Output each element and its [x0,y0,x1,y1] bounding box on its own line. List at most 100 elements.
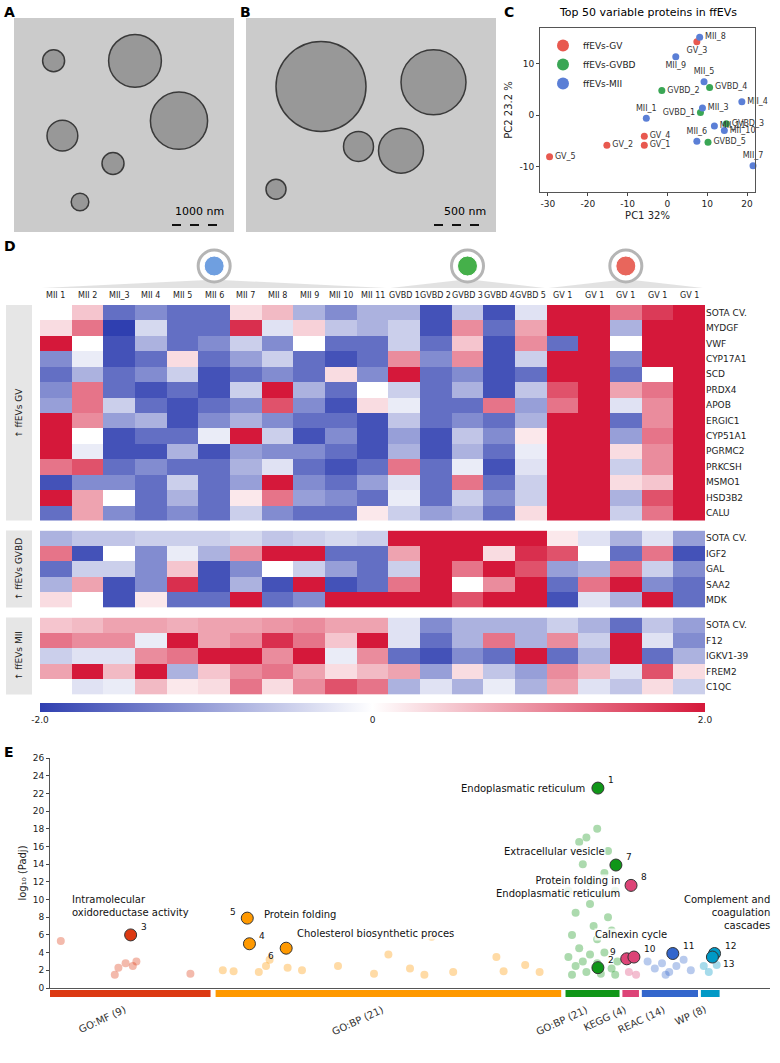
svg-text:MYDGF: MYDGF [706,323,738,333]
svg-text:A: A [4,4,15,20]
svg-text:WP (8): WP (8) [673,1003,708,1027]
svg-text:GO:MF (9): GO:MF (9) [77,1004,128,1035]
svg-text:MII 11: MII 11 [361,291,385,300]
svg-text:2: 2 [38,965,44,975]
svg-text:MII_11: MII_11 [720,121,746,130]
svg-text:GVBD 4: GVBD 4 [484,291,515,300]
svg-text:10: 10 [644,944,656,954]
svg-text:13: 13 [723,959,734,969]
svg-text:Extracellular vesicle: Extracellular vesicle [504,846,605,857]
svg-text:GV_1: GV_1 [650,140,671,149]
svg-text:↑ ffEVs GV: ↑ ffEVs GV [14,388,24,438]
svg-text:MII_7: MII_7 [743,151,764,160]
svg-text:GVBD_2: GVBD_2 [667,86,699,95]
svg-text:C1QC: C1QC [706,682,731,692]
svg-text:4: 4 [259,931,265,941]
svg-text:MII 10: MII 10 [329,291,353,300]
svg-text:↑ ffEVs MII: ↑ ffEVs MII [14,631,24,680]
svg-text:9: 9 [610,947,616,957]
svg-text:1000 nm: 1000 nm [175,205,224,218]
svg-text:GVBD_3: GVBD_3 [732,119,764,128]
svg-text:SOTA CV.: SOTA CV. [706,533,747,543]
svg-text:MII 9: MII 9 [300,291,319,300]
svg-text:SAA2: SAA2 [706,580,730,590]
svg-text:6: 6 [268,951,274,961]
svg-text:0: 0 [38,983,44,993]
svg-text:GV 1: GV 1 [553,291,572,300]
svg-text:GV_5: GV_5 [555,152,576,161]
svg-text:0: 0 [528,110,534,120]
svg-text:20: 20 [33,806,45,816]
svg-text:MSMO1: MSMO1 [706,477,740,487]
svg-text:12: 12 [33,877,44,887]
svg-text:10: 10 [33,895,45,905]
svg-text:log₁₀ (Padj): log₁₀ (Padj) [17,845,28,900]
svg-text:12: 12 [725,941,736,951]
svg-text:GV 1: GV 1 [680,291,699,300]
svg-text:-2.0: -2.0 [31,715,49,725]
svg-text:2: 2 [608,955,614,965]
svg-text:GV_3: GV_3 [686,46,707,55]
svg-text:GVBD 1: GVBD 1 [389,291,420,300]
svg-text:GV_2: GV_2 [612,140,633,149]
svg-text:GV_4: GV_4 [650,131,671,140]
svg-text:F12: F12 [706,636,723,646]
svg-text:-10: -10 [620,199,635,209]
svg-text:ffEVs-GV: ffEVs-GV [583,41,623,51]
svg-text:0: 0 [665,199,671,209]
svg-text:ERGIC1: ERGIC1 [706,416,740,426]
svg-text:ffEVs-GVBD: ffEVs-GVBD [583,60,636,70]
svg-text:0: 0 [370,715,376,725]
svg-text:E: E [4,744,14,760]
svg-text:GAL: GAL [706,564,724,574]
svg-text:Protein folding: Protein folding [264,909,336,920]
svg-text:Cholesterol biosynthetic proce: Cholesterol biosynthetic proces [297,928,454,939]
svg-text:CALU: CALU [706,508,730,518]
svg-text:REAC (14): REAC (14) [616,1004,667,1035]
svg-text:10: 10 [701,199,713,209]
svg-text:C: C [504,4,514,20]
svg-text:FREM2: FREM2 [706,667,737,677]
svg-text:MII 5: MII 5 [173,291,192,300]
svg-text:CYP51A1: CYP51A1 [706,431,746,441]
svg-text:GO:BP (21): GO:BP (21) [330,1004,385,1037]
svg-text:PRKCSH: PRKCSH [706,462,742,472]
svg-text:ffEVs-MII: ffEVs-MII [583,79,622,89]
svg-text:PC2 23.2 %: PC2 23.2 % [503,81,514,139]
svg-text:MII_8: MII_8 [705,32,726,41]
svg-text:MII 1: MII 1 [46,291,65,300]
svg-text:MII_4: MII_4 [747,97,768,106]
svg-text:GVBD_4: GVBD_4 [715,82,747,91]
svg-text:GO:BP (21): GO:BP (21) [534,1004,589,1037]
svg-text:24: 24 [33,771,45,781]
svg-text:2.0: 2.0 [698,715,713,725]
svg-text:MII_9: MII_9 [665,61,686,70]
svg-text:PC1 32%: PC1 32% [625,210,670,221]
svg-text:GVBD 5: GVBD 5 [515,291,546,300]
svg-text:APOB: APOB [706,400,731,410]
svg-text:SOTA CV.: SOTA CV. [706,620,747,630]
svg-text:Intramolecularoxidoreductase a: Intramolecularoxidoreductase activity [72,894,189,918]
svg-text:PRDX4: PRDX4 [706,385,737,395]
svg-text:22: 22 [33,789,44,799]
svg-text:↑ ffEVs GVBD: ↑ ffEVs GVBD [14,538,24,600]
svg-text:11: 11 [683,941,694,951]
svg-text:26: 26 [33,753,45,763]
svg-text:CYP17A1: CYP17A1 [706,354,746,364]
svg-text:8: 8 [38,912,44,922]
svg-text:MII 4: MII 4 [141,291,160,300]
svg-text:B: B [240,4,251,20]
svg-text:MII_10: MII_10 [730,126,756,135]
svg-text:GVBD 2: GVBD 2 [420,291,451,300]
svg-text:HSD3B2: HSD3B2 [706,493,743,503]
svg-text:D: D [4,238,16,254]
svg-text:Endoplasmatic reticulum: Endoplasmatic reticulum [461,783,585,794]
svg-text:MII 7: MII 7 [236,291,255,300]
svg-text:20: 20 [741,199,753,209]
svg-text:MII_1: MII_1 [636,104,657,113]
svg-text:VWF: VWF [706,339,726,349]
svg-text:IGF2: IGF2 [706,549,727,559]
svg-text:GV 1: GV 1 [585,291,604,300]
svg-text:MII 6: MII 6 [205,291,224,300]
svg-text:SCD: SCD [706,369,725,379]
